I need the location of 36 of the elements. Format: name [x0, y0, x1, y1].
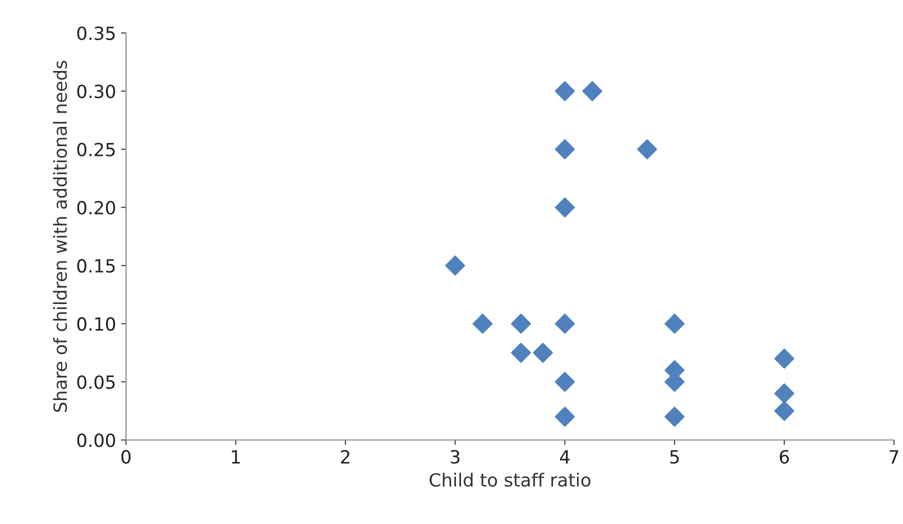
y-tick-label: 0.00: [77, 433, 116, 448]
x-tick-label: 5: [670, 450, 679, 464]
point: [582, 81, 602, 102]
point: [774, 400, 794, 421]
y-tick-label: 0.25: [77, 142, 115, 156]
point: [510, 314, 531, 334]
y-tick-label: 0.15: [77, 259, 115, 273]
y-axis-title: Share of children with additional needs: [53, 60, 68, 412]
point: [664, 406, 685, 427]
x-axis-title: Child to staff ratio: [430, 472, 590, 487]
x-tick-label: 7: [890, 450, 898, 464]
x-tick-label: 3: [450, 450, 460, 464]
y-tick-label: 0.05: [77, 375, 115, 389]
x-tick-label: 2: [341, 450, 350, 464]
point: [532, 342, 553, 363]
x-tick-label: 0: [121, 450, 131, 464]
point: [510, 342, 531, 363]
point: [554, 372, 575, 392]
x-tick-label: 4: [560, 450, 570, 464]
y-tick-label: 0.30: [77, 84, 116, 98]
point: [554, 314, 575, 334]
y-tick-label: 0.20: [77, 200, 116, 215]
point: [774, 348, 794, 369]
point: [472, 314, 493, 334]
x-tick-label: 6: [780, 450, 789, 464]
point: [664, 314, 685, 334]
point: [445, 256, 466, 276]
point: [774, 383, 794, 404]
point: [637, 139, 658, 160]
x-tick-label: 1: [232, 450, 240, 464]
y-tick-label: 0.35: [77, 26, 115, 40]
point: [554, 81, 575, 102]
y-tick-label: 0.10: [77, 317, 116, 331]
point: [554, 139, 575, 160]
point: [554, 406, 575, 427]
point: [554, 197, 575, 218]
